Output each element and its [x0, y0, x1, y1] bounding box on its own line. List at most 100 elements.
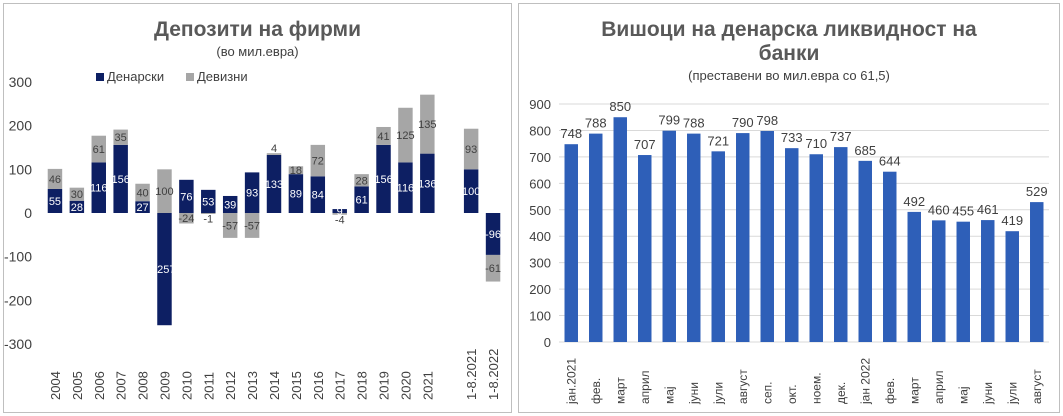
- y-tick-label: 300: [9, 74, 33, 90]
- x-tick-label: 2008: [136, 371, 151, 400]
- bar-denarski: [157, 213, 172, 326]
- bar-liquidity: [981, 220, 995, 342]
- x-tick-label: март: [907, 377, 921, 404]
- data-label-devizni: 100: [155, 186, 173, 198]
- x-tick-label: 2006: [92, 371, 107, 400]
- bar-liquidity: [564, 144, 578, 342]
- bar-devizni: [354, 174, 369, 187]
- y-tick-label: 800: [529, 123, 551, 138]
- x-tick-label: окт.: [785, 384, 799, 404]
- data-label-devizni: -24: [178, 213, 194, 225]
- data-label-devizni: 40: [136, 187, 148, 199]
- bar-devizni: [266, 153, 282, 155]
- x-tick-label: 2019: [377, 371, 392, 400]
- data-label: 460: [928, 202, 950, 217]
- x-tick-label: дек.: [834, 382, 848, 404]
- liquidity-chart-panel: Вишоци на денарска ликвидност на банки (…: [518, 3, 1060, 413]
- data-label: 419: [1001, 213, 1023, 228]
- bar-denarski: [113, 144, 128, 213]
- bar-denarski: [69, 200, 85, 213]
- bar-denarski: [485, 213, 501, 255]
- bar-devizni: [91, 135, 106, 163]
- data-label: 799: [658, 113, 680, 128]
- data-label-devizni: 28: [355, 175, 367, 187]
- x-tick-label: 2015: [289, 371, 304, 400]
- data-label: 737: [830, 129, 852, 144]
- bar-denarski: [179, 179, 194, 213]
- data-label: 529: [1026, 184, 1048, 199]
- data-label: 685: [854, 143, 876, 158]
- bar-denarski: [376, 144, 391, 213]
- liquidity-chart-subtitle: (преставени во мил.евра со 61,5): [688, 68, 890, 83]
- data-label-denarski: 156: [111, 174, 129, 186]
- bar-liquidity: [907, 211, 921, 342]
- data-label-denarski: 156: [374, 174, 392, 186]
- data-label: 461: [977, 202, 999, 217]
- x-tick-label: април: [638, 370, 652, 404]
- bar-liquidity: [932, 220, 946, 342]
- bar-devizni: [288, 166, 304, 175]
- bar-devizni: [222, 213, 238, 238]
- data-label-denarski: 93: [246, 188, 258, 200]
- data-label-denarski: 133: [265, 179, 283, 191]
- bar-liquidity: [956, 221, 970, 342]
- bar-devizni: [69, 187, 85, 201]
- bar-denarski: [354, 186, 369, 213]
- bar-devizni: [135, 183, 150, 202]
- data-label: 798: [756, 113, 778, 128]
- data-label-denarski: 76: [180, 191, 192, 203]
- bar-devizni: [244, 213, 260, 238]
- bar-liquidity: [883, 171, 897, 342]
- data-label-devizni: 61: [93, 144, 105, 156]
- deposits-chart-subtitle: (во мил.евра): [216, 44, 299, 59]
- x-tick-label: 2021: [420, 371, 435, 400]
- bar-devizni: [201, 213, 216, 214]
- deposits-chart-title: Депозити на фирми: [154, 18, 361, 41]
- data-label-devizni: -57: [222, 220, 238, 232]
- x-tick-label: 2009: [157, 371, 172, 400]
- legend-swatch-devizni: [186, 73, 194, 81]
- data-label-denarski: 28: [71, 202, 83, 214]
- bar-denarski: [244, 172, 260, 213]
- x-tick-label: јули: [1005, 382, 1019, 405]
- y-tick-label: 300: [529, 256, 551, 271]
- x-tick-label: 2011: [201, 372, 216, 400]
- bar-devizni: [310, 144, 326, 177]
- data-label: 644: [879, 154, 901, 169]
- data-label-denarski: -96: [485, 229, 501, 241]
- data-label: 455: [952, 204, 974, 219]
- legend-label-devizni: Девизни: [197, 69, 248, 84]
- deposits-chart-panel: Депозити на фирми (во мил.евра) -300 -200…: [3, 3, 512, 413]
- data-label: 790: [732, 115, 754, 130]
- x-tick-label: 2013: [245, 371, 260, 400]
- data-label-denarski: 84: [312, 190, 324, 202]
- bar-liquidity: [589, 133, 603, 342]
- y-tick-label: 0: [544, 335, 551, 350]
- bar-liquidity: [638, 155, 652, 342]
- data-label: 721: [707, 133, 729, 148]
- legend-swatch-denarski: [96, 73, 104, 81]
- x-tick-label: април: [932, 370, 946, 404]
- x-tick-label: ноем.: [809, 372, 823, 404]
- data-label-devizni: -57: [244, 220, 260, 232]
- liquidity-title-line-1: Вишоци на денарска ликвидност на: [601, 18, 977, 41]
- deposits-chart-svg: -300 -200 -100 0 100 200 300 Денарски Девизни 55 4…: [4, 69, 501, 400]
- x-tick-label: фев.: [883, 378, 897, 404]
- bar-liquidity: [736, 133, 750, 342]
- data-label: 707: [634, 137, 656, 152]
- bar-devizni: [332, 213, 347, 215]
- data-label-devizni: 41: [377, 131, 389, 143]
- y-tick-label: 100: [9, 161, 33, 177]
- bar-denarski: [310, 176, 326, 213]
- data-label: 788: [683, 116, 705, 131]
- data-label-devizni: 125: [396, 130, 414, 142]
- x-tick-label: фев.: [589, 378, 603, 404]
- x-tick-label: јули: [711, 382, 725, 405]
- bar-devizni: [485, 254, 501, 282]
- bar-devizni: [113, 129, 128, 145]
- y-tick-label: 200: [529, 282, 551, 297]
- bar-liquidity: [785, 148, 799, 342]
- data-label-devizni: 4: [271, 143, 277, 155]
- bar-devizni: [398, 107, 413, 163]
- x-tick-label: 2007: [114, 371, 129, 400]
